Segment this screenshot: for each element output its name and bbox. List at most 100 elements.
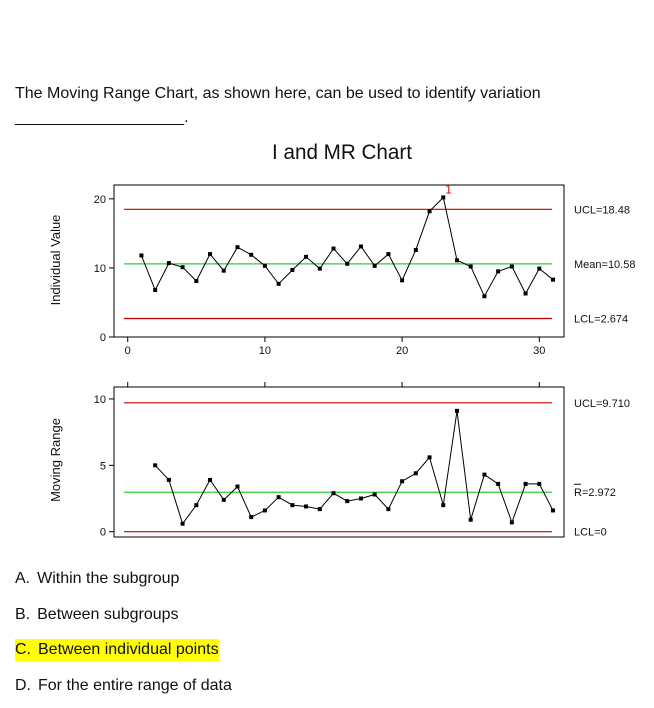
y-tick-label: 10 xyxy=(94,394,106,406)
option-d-text: For the entire range of data xyxy=(38,677,232,694)
data-point xyxy=(249,252,254,257)
data-point xyxy=(441,503,446,508)
answer-blank: ___________________. xyxy=(15,109,189,126)
data-point xyxy=(331,491,336,496)
option-c-letter: C. xyxy=(15,641,31,658)
data-point xyxy=(482,472,487,477)
data-point xyxy=(180,265,185,270)
data-point xyxy=(208,477,213,482)
data-point xyxy=(386,507,391,512)
data-point xyxy=(509,520,514,525)
data-point xyxy=(317,266,322,271)
data-point xyxy=(331,246,336,251)
data-point xyxy=(427,455,432,460)
control-line-label: R=2.972 xyxy=(574,487,616,499)
data-point xyxy=(454,258,459,263)
chart-title: I and MR Chart xyxy=(272,141,412,164)
data-point xyxy=(194,279,199,284)
data-point xyxy=(194,503,199,508)
y-tick-label: 5 xyxy=(100,460,106,472)
data-point xyxy=(372,263,377,268)
control-line-label: LCL=0 xyxy=(574,527,607,539)
data-point xyxy=(441,195,446,200)
series-line xyxy=(140,196,554,298)
out-of-control-annotation: 1 xyxy=(445,182,452,196)
option-b[interactable]: B. Between subgroups xyxy=(15,604,179,626)
data-point xyxy=(276,495,281,500)
x-tick-label: 30 xyxy=(533,345,545,357)
control-line-label: Mean=10.58 xyxy=(574,259,635,271)
data-point xyxy=(358,244,363,249)
control-line-label: LCL=2.674 xyxy=(574,314,628,326)
data-point xyxy=(290,503,295,508)
data-point xyxy=(290,267,295,272)
y-tick-label: 0 xyxy=(100,527,106,539)
data-point xyxy=(276,281,281,286)
data-point xyxy=(345,261,350,266)
data-point xyxy=(496,269,501,274)
option-b-text: Between subgroups xyxy=(37,606,179,623)
x-tick-label: 20 xyxy=(396,345,408,357)
data-point xyxy=(468,264,473,269)
option-c-text: Between individual points xyxy=(38,641,219,658)
data-point xyxy=(482,294,487,299)
data-point xyxy=(496,481,501,486)
option-d[interactable]: D. For the entire range of data xyxy=(15,675,232,697)
data-point xyxy=(235,245,240,250)
data-point xyxy=(537,266,542,271)
moving-range-plot-frame xyxy=(113,386,565,538)
data-point xyxy=(386,252,391,257)
data-point xyxy=(153,288,158,293)
y-tick-label: 10 xyxy=(94,263,106,275)
option-b-letter: B. xyxy=(15,606,31,623)
individual-value-panel: Individual Value 0 10 20 0 10 20 30 UCL=18.48 M… xyxy=(48,182,635,357)
individual-y-axis-label: Individual Value xyxy=(48,215,63,306)
control-line-label: UCL=9.710 xyxy=(574,398,630,410)
data-point xyxy=(551,277,556,282)
option-a-letter: A. xyxy=(15,570,31,587)
y-tick-label: 20 xyxy=(94,194,106,206)
data-point xyxy=(208,252,213,257)
data-point xyxy=(468,517,473,522)
data-point xyxy=(139,253,144,258)
y-tick-label: 0 xyxy=(100,332,106,344)
data-point xyxy=(317,507,322,512)
data-point xyxy=(166,261,171,266)
data-point xyxy=(427,209,432,214)
data-point xyxy=(221,268,226,273)
data-point xyxy=(413,247,418,252)
data-point xyxy=(180,521,185,526)
moving-range-y-axis-label: Moving Range xyxy=(48,418,63,502)
data-point xyxy=(249,515,254,520)
data-point xyxy=(413,471,418,476)
data-point xyxy=(221,497,226,502)
data-point xyxy=(262,508,267,513)
series-line xyxy=(154,410,554,525)
option-a[interactable]: A. Within the subgroup xyxy=(15,568,179,590)
data-point xyxy=(400,278,405,283)
data-point xyxy=(345,499,350,504)
data-point xyxy=(262,263,267,268)
data-point xyxy=(153,463,158,468)
data-point xyxy=(358,496,363,501)
option-a-text: Within the subgroup xyxy=(37,570,180,587)
data-point xyxy=(235,484,240,489)
question-text: The Moving Range Chart, as shown here, c… xyxy=(15,85,541,102)
data-point xyxy=(551,508,556,513)
data-point xyxy=(537,481,542,486)
option-c[interactable]: C. Between individual points xyxy=(15,639,219,661)
data-point xyxy=(454,408,459,413)
data-point xyxy=(509,264,514,269)
data-point xyxy=(372,492,377,497)
x-tick-label: 0 xyxy=(125,345,131,357)
moving-range-panel: Moving Range 0 5 10 UCL=9.710 R=2.972 LCL=0 xyxy=(48,382,630,539)
control-line-label: UCL=18.48 xyxy=(574,204,630,216)
individual-plot-frame xyxy=(113,184,565,338)
data-point xyxy=(304,504,309,509)
x-tick-label: 10 xyxy=(259,345,271,357)
data-point xyxy=(166,477,171,482)
data-point xyxy=(400,479,405,484)
data-point xyxy=(304,254,309,259)
data-point xyxy=(523,291,528,296)
